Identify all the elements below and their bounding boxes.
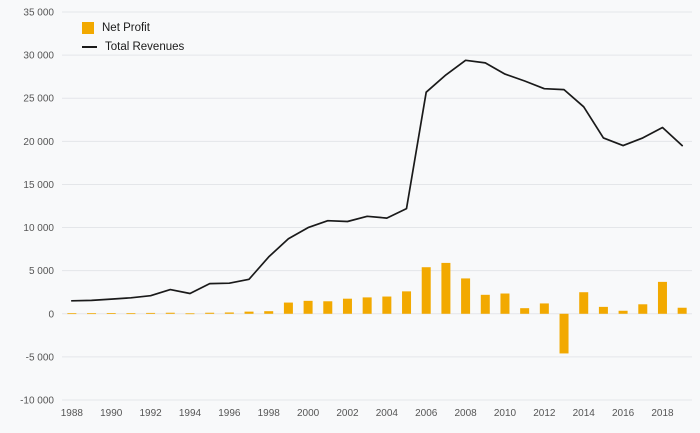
bar-2009 — [480, 294, 490, 314]
bar-2017 — [638, 304, 648, 314]
total-revenues-line — [70, 59, 684, 302]
gridlines — [62, 11, 692, 401]
bar-1988 — [67, 313, 77, 315]
total-revenues-swatch-icon — [82, 46, 97, 48]
y-tick-label: -10 000 — [20, 396, 54, 407]
bar-1999 — [283, 302, 293, 314]
bar-2003 — [362, 297, 372, 314]
net-profit-swatch-icon — [82, 22, 94, 34]
y-tick-label: 15 000 — [23, 180, 54, 191]
y-tick-label: 0 — [48, 309, 54, 320]
y-tick-label: -5 000 — [26, 352, 55, 363]
y-axis-labels: -10 000 -5 000 0 5 000 10 000 15 000 20 000 25 … — [20, 8, 54, 407]
x-tick-label: 2016 — [612, 408, 635, 419]
legend-label-total-revenues: Total Revenues — [105, 41, 185, 53]
y-tick-label: 10 000 — [23, 223, 54, 234]
x-tick-label: 2000 — [297, 408, 320, 419]
y-tick-label: 25 000 — [23, 94, 54, 105]
bar-2012 — [539, 303, 549, 314]
bar-2015 — [598, 306, 608, 314]
y-tick-label: 5 000 — [29, 266, 54, 277]
x-tick-label: 2018 — [651, 408, 674, 419]
bar-2011 — [520, 308, 530, 314]
bar-2010 — [500, 293, 510, 314]
bar-1997 — [244, 311, 254, 314]
y-tick-label: 35 000 — [23, 8, 54, 19]
bar-1994 — [185, 313, 195, 315]
x-tick-label: 1994 — [179, 408, 202, 419]
bar-2016 — [618, 310, 628, 314]
bar-1993 — [165, 312, 175, 314]
x-tick-label: 2004 — [376, 408, 399, 419]
bar-2019 — [677, 307, 687, 314]
bar-1990 — [106, 313, 116, 314]
legend-label-net-profit: Net Profit — [102, 22, 150, 34]
bar-2004 — [382, 296, 392, 314]
x-axis-labels: 1988 1990 1992 1994 1996 1998 2000 2002 2004 2006… — [61, 408, 674, 419]
bar-2018 — [657, 281, 667, 314]
x-tick-label: 2002 — [336, 408, 359, 419]
bar-1992 — [146, 312, 156, 314]
x-tick-label: 1998 — [258, 408, 281, 419]
bar-2014 — [579, 292, 589, 314]
bar-2005 — [402, 291, 412, 314]
x-tick-label: 2008 — [454, 408, 477, 419]
bar-1989 — [87, 313, 97, 315]
legend: Net Profit Total Revenues — [82, 22, 184, 53]
bar-2000 — [303, 300, 313, 314]
legend-item-net-profit[interactable]: Net Profit — [82, 22, 184, 34]
x-tick-label: 1992 — [139, 408, 162, 419]
x-tick-label: 2006 — [415, 408, 438, 419]
x-tick-label: 2010 — [494, 408, 517, 419]
bar-2001 — [323, 301, 333, 314]
y-tick-label: 30 000 — [23, 51, 54, 62]
bar-1995 — [205, 312, 215, 314]
bar-2006 — [421, 267, 431, 314]
x-tick-label: 2014 — [573, 408, 596, 419]
net-profit-bars — [67, 262, 687, 354]
x-tick-label: 1996 — [218, 408, 241, 419]
bar-1996 — [224, 312, 234, 314]
legend-item-total-revenues[interactable]: Total Revenues — [82, 41, 184, 53]
bar-2013 — [559, 313, 569, 354]
bar-1991 — [126, 313, 136, 315]
x-tick-label: 1990 — [100, 408, 123, 419]
bar-2008 — [461, 278, 471, 314]
x-tick-label: 1988 — [61, 408, 84, 419]
bar-2002 — [342, 298, 352, 314]
bar-2007 — [441, 262, 451, 314]
bar-1998 — [264, 311, 274, 314]
x-tick-label: 2012 — [533, 408, 556, 419]
y-tick-label: 20 000 — [23, 137, 54, 148]
